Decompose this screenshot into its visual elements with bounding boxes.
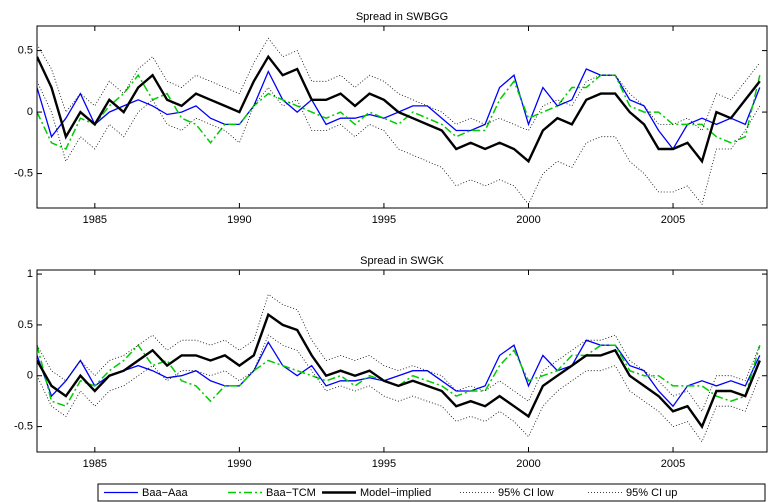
- y-tick-label: 0: [27, 370, 33, 382]
- y-tick-label: 1: [27, 268, 33, 280]
- series-line: [37, 339, 761, 408]
- y-tick-label: -0.5: [14, 420, 33, 432]
- series-line: [37, 293, 761, 413]
- x-tick-label: 1990: [227, 214, 251, 226]
- legend-label: Baa−TCM: [266, 487, 316, 499]
- axes-box: [36, 269, 768, 453]
- y-tick-label: 0: [27, 106, 33, 118]
- x-tick-label: 2005: [661, 458, 685, 470]
- x-tick-label: 1985: [83, 214, 107, 226]
- series-line: [37, 312, 761, 430]
- plot-area: [37, 293, 761, 443]
- series-line: [37, 73, 761, 150]
- series-line: [37, 334, 761, 443]
- legend-label: 95% CI low: [498, 487, 554, 499]
- plot-area: [37, 37, 761, 206]
- legend-label: 95% CI up: [626, 487, 677, 499]
- legend-box: [97, 483, 766, 502]
- x-tick-label: 1995: [372, 214, 396, 226]
- y-tick-label: 0.5: [18, 45, 33, 57]
- axes-box: [36, 25, 768, 209]
- chart-title: Spread in SWGK: [360, 255, 444, 267]
- x-tick-label: 2000: [516, 458, 540, 470]
- x-tick-label: 1990: [227, 458, 251, 470]
- y-tick-label: 0.5: [18, 319, 33, 331]
- x-tick-label: 1985: [83, 458, 107, 470]
- legend-label: Baa−Aaa: [142, 487, 188, 499]
- legend-label: Model−implied: [360, 487, 431, 499]
- chart-title: Spread in SWBGG: [356, 11, 448, 23]
- x-tick-label: 1995: [372, 458, 396, 470]
- series-line: [37, 37, 761, 132]
- series-line: [37, 81, 761, 206]
- series-line: [37, 54, 761, 164]
- x-tick-label: 2000: [516, 214, 540, 226]
- x-tick-label: 2005: [661, 214, 685, 226]
- y-tick-label: -0.5: [14, 167, 33, 179]
